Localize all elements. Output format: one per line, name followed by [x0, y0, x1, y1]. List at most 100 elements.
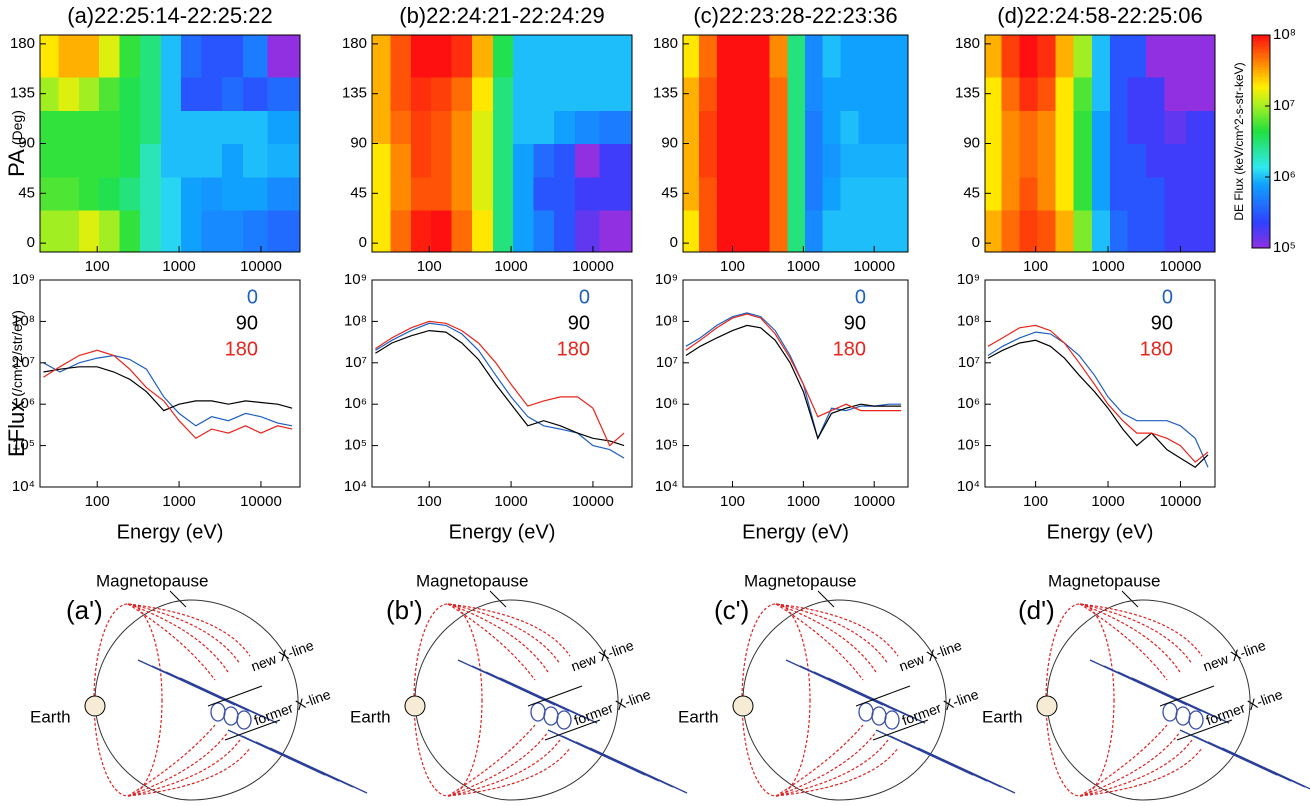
heat-cell [451, 35, 473, 78]
field-line [775, 603, 889, 665]
heat-cell [513, 143, 534, 178]
magnetopause-label: Magnetopause [416, 571, 528, 590]
spectrum-line [43, 349, 293, 440]
heat-cell [1127, 209, 1147, 253]
field-line [447, 739, 561, 797]
x-tick-label: 100 [85, 258, 110, 275]
colorbar-slice [1252, 69, 1270, 73]
heat-cell [390, 110, 412, 145]
blue-field-line [269, 747, 368, 794]
heat-cell [411, 143, 432, 178]
earth-label: Earth [350, 707, 391, 726]
spectrum-chart: 0 90 180 Energy (eV) 100 1000 10000 10⁴ 10⁵ 10⁶ 10… [655, 271, 909, 543]
colorbar-slice [1252, 197, 1270, 201]
heat-cell [879, 176, 909, 211]
colorbar-slice [1252, 120, 1270, 124]
heat-cell [492, 110, 514, 145]
y-tick-label: 10⁶ [655, 395, 678, 412]
heat-cell [451, 143, 473, 178]
flux-rope-loop [530, 702, 546, 722]
y-tick-label: 10⁸ [344, 312, 367, 329]
heat-cell [431, 35, 453, 78]
colorbar-slice [1252, 48, 1270, 52]
heat-cell [1073, 110, 1093, 145]
field-line [447, 603, 571, 657]
y-tick-label: 10⁸ [12, 312, 35, 329]
heat-cell [1091, 77, 1111, 111]
former-xline-label: former X-line [572, 686, 653, 729]
colorbar-slice [1252, 240, 1270, 244]
colorbar-slice [1252, 130, 1270, 135]
heat-cell [734, 35, 753, 78]
colorbar-slice [1252, 56, 1270, 60]
heat-cell [716, 110, 735, 145]
y-tick-label: 0 [359, 234, 367, 251]
heat-cell [1055, 143, 1075, 178]
x-line [1159, 685, 1215, 707]
y-tick-label: 0 [27, 234, 35, 251]
heat-cell [492, 176, 514, 211]
heat-cell [683, 143, 700, 178]
field-line [1079, 603, 1168, 681]
colorbar-slice [1252, 208, 1270, 212]
heat-cell [787, 77, 806, 111]
leader-line [1121, 590, 1139, 608]
heat-cell [492, 77, 514, 111]
colorbar-slice [1252, 186, 1270, 191]
field-line [775, 603, 864, 681]
x-tick-label: 1000 [162, 493, 195, 510]
y-tick-label: 10⁹ [655, 271, 678, 288]
heat-cell [513, 77, 534, 111]
x-tick-label: 100 [1023, 258, 1048, 275]
heat-cell [1109, 77, 1129, 111]
colorbar-slice [1252, 157, 1270, 161]
heat-cell [805, 143, 824, 178]
heat-cell [1146, 77, 1165, 111]
colorbar-tick-label: 10⁸ [1273, 26, 1296, 43]
heat-cell [431, 77, 453, 111]
colorbar-slice [1252, 192, 1270, 196]
heat-cell [716, 35, 735, 78]
field-line [127, 603, 241, 665]
colorbar-slice [1252, 40, 1270, 44]
heat-cell [242, 77, 269, 111]
heat-cell [411, 77, 432, 111]
panel-label: (c') [714, 595, 749, 625]
heat-cell [1164, 35, 1187, 78]
heat-cell [242, 35, 269, 78]
x-tick-label: 100 [417, 493, 442, 510]
flux-rope-loop [858, 702, 874, 722]
heat-cell [840, 35, 860, 78]
colorbar-slice [1252, 109, 1270, 113]
colorbar-slice [1252, 242, 1270, 246]
heat-cell [734, 176, 753, 211]
colorbar-slice [1252, 178, 1270, 183]
heat-cell [822, 143, 842, 178]
heat-cell [451, 110, 473, 145]
colorbar-slice [1252, 149, 1270, 153]
colorbar-slice [1252, 221, 1270, 225]
heat-cell [372, 110, 391, 145]
schematic: Magnetopause (b') Earth new X-line former X-… [350, 571, 688, 801]
heat-cell [451, 176, 473, 211]
spectrum-line [685, 313, 902, 418]
heat-cell [533, 35, 555, 78]
heat-cell [769, 209, 789, 253]
schematic: Magnetopause (c') Earth new X-line former X-… [678, 571, 1016, 801]
y-tick-label: 10⁵ [957, 437, 980, 454]
spectrum-line [987, 324, 1209, 463]
heat-cell [683, 176, 700, 211]
heat-cell [140, 110, 162, 145]
heat-cell [242, 110, 269, 145]
heat-cell [160, 110, 182, 145]
colorbar-slice [1252, 66, 1270, 71]
heat-cell [472, 176, 494, 211]
heat-cell [451, 77, 473, 111]
heat-cell [472, 77, 494, 111]
x-tick-label: 100 [417, 258, 442, 275]
heat-cell [599, 35, 633, 78]
field-line [447, 731, 549, 797]
heat-cell [40, 176, 59, 211]
heat-cell [985, 176, 1002, 211]
